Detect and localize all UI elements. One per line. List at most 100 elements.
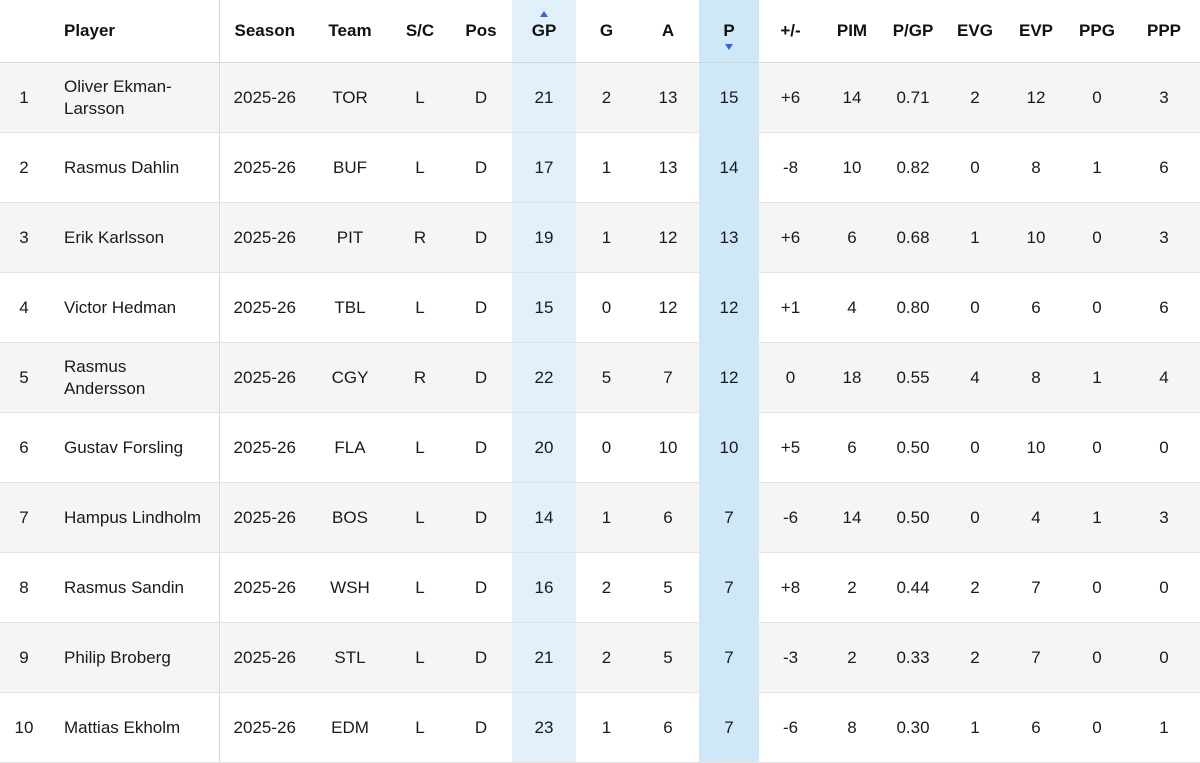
- header-player[interactable]: Player: [48, 0, 220, 63]
- cell-team: PIT: [310, 202, 390, 273]
- header-points-per-game[interactable]: P/GP: [882, 0, 944, 63]
- cell-evg: 2: [944, 622, 1006, 693]
- player-name-link[interactable]: Victor Hedman: [64, 297, 177, 317]
- player-name-link[interactable]: Mattias Ekholm: [64, 717, 181, 737]
- cell-player: Mattias Ekholm: [48, 692, 220, 763]
- cell-sc: L: [390, 412, 450, 483]
- header-penalty-minutes[interactable]: PIM: [822, 0, 882, 63]
- cell-p: 7: [699, 552, 759, 623]
- header-even-strength-points[interactable]: EVP: [1006, 0, 1066, 63]
- player-name-link[interactable]: Philip Broberg: [64, 647, 171, 667]
- cell-ppg: 0: [1066, 62, 1128, 133]
- cell-p: 13: [699, 202, 759, 273]
- cell-plus_minus: 0: [759, 342, 822, 413]
- cell-team: FLA: [310, 412, 390, 483]
- header-rank: [0, 0, 48, 63]
- cell-team: TOR: [310, 62, 390, 133]
- cell-rank: 4: [0, 272, 48, 343]
- cell-sc: L: [390, 692, 450, 763]
- cell-sc: L: [390, 552, 450, 623]
- header-power-play-goals[interactable]: PPG: [1066, 0, 1128, 63]
- table-row: 5 Rasmus Andersson 2025-26 CGY R D 22 5 7 12 0 18 0.…: [0, 342, 1200, 413]
- cell-p: 7: [699, 482, 759, 553]
- header-team[interactable]: Team: [310, 0, 390, 63]
- cell-season: 2025-26: [219, 272, 310, 343]
- cell-gp: 16: [512, 552, 576, 623]
- sort-asc-icon: [540, 11, 548, 17]
- header-shoots-catches[interactable]: S/C: [390, 0, 450, 63]
- cell-pim: 2: [822, 622, 882, 693]
- cell-pgp: 0.30: [882, 692, 944, 763]
- cell-pim: 10: [822, 132, 882, 203]
- header-p-label: P: [723, 21, 735, 40]
- cell-p: 7: [699, 692, 759, 763]
- cell-evp: 12: [1006, 62, 1066, 133]
- player-name-link[interactable]: Rasmus Andersson: [64, 357, 146, 398]
- cell-evg: 1: [944, 692, 1006, 763]
- table-body: 1 Oliver Ekman-Larsson 2025-26 TOR L D 21 2 13 15…: [0, 62, 1200, 763]
- cell-a: 12: [637, 272, 699, 343]
- cell-ppp: 0: [1128, 552, 1200, 623]
- cell-gp: 19: [512, 202, 576, 273]
- cell-player: Hampus Lindholm: [48, 482, 220, 553]
- sort-desc-icon: [725, 44, 733, 50]
- cell-player: Erik Karlsson: [48, 202, 220, 273]
- cell-ppp: 6: [1128, 272, 1200, 343]
- cell-player: Philip Broberg: [48, 622, 220, 693]
- cell-team: EDM: [310, 692, 390, 763]
- cell-pim: 4: [822, 272, 882, 343]
- player-name-link[interactable]: Hampus Lindholm: [64, 507, 202, 527]
- header-position[interactable]: Pos: [450, 0, 512, 63]
- cell-team: BUF: [310, 132, 390, 203]
- cell-rank: 10: [0, 692, 48, 763]
- player-name-link[interactable]: Erik Karlsson: [64, 227, 165, 247]
- player-name-link[interactable]: Rasmus Sandin: [64, 577, 185, 597]
- header-goals[interactable]: G: [576, 0, 637, 63]
- cell-ppg: 0: [1066, 622, 1128, 693]
- cell-pgp: 0.82: [882, 132, 944, 203]
- cell-ppp: 4: [1128, 342, 1200, 413]
- table-row: 4 Victor Hedman 2025-26 TBL L D 15 0 12 12 +1 4 0.80…: [0, 272, 1200, 343]
- cell-evp: 6: [1006, 272, 1066, 343]
- cell-ppg: 0: [1066, 412, 1128, 483]
- cell-season: 2025-26: [219, 412, 310, 483]
- cell-ppg: 1: [1066, 342, 1128, 413]
- cell-pim: 18: [822, 342, 882, 413]
- cell-sc: L: [390, 62, 450, 133]
- header-power-play-points[interactable]: PPP: [1128, 0, 1200, 63]
- cell-pos: D: [450, 342, 512, 413]
- cell-season: 2025-26: [219, 622, 310, 693]
- cell-ppp: 3: [1128, 62, 1200, 133]
- cell-pgp: 0.33: [882, 622, 944, 693]
- cell-pos: D: [450, 62, 512, 133]
- cell-pos: D: [450, 412, 512, 483]
- header-games-played[interactable]: GP: [512, 0, 576, 63]
- cell-player: Rasmus Dahlin: [48, 132, 220, 203]
- cell-season: 2025-26: [219, 202, 310, 273]
- cell-evp: 10: [1006, 202, 1066, 273]
- player-name-link[interactable]: Oliver Ekman-Larsson: [64, 77, 172, 118]
- cell-g: 1: [576, 482, 637, 553]
- cell-pgp: 0.80: [882, 272, 944, 343]
- header-season[interactable]: Season: [219, 0, 310, 63]
- header-even-strength-goals[interactable]: EVG: [944, 0, 1006, 63]
- cell-a: 13: [637, 62, 699, 133]
- cell-pim: 2: [822, 552, 882, 623]
- cell-team: STL: [310, 622, 390, 693]
- header-points[interactable]: P: [699, 0, 759, 63]
- cell-p: 10: [699, 412, 759, 483]
- cell-sc: L: [390, 132, 450, 203]
- cell-plus_minus: +6: [759, 62, 822, 133]
- player-name-link[interactable]: Gustav Forsling: [64, 437, 184, 457]
- header-plus-minus[interactable]: +/-: [759, 0, 822, 63]
- header-assists[interactable]: A: [637, 0, 699, 63]
- player-name-link[interactable]: Rasmus Dahlin: [64, 157, 180, 177]
- cell-pim: 6: [822, 412, 882, 483]
- cell-a: 6: [637, 692, 699, 763]
- cell-sc: L: [390, 272, 450, 343]
- cell-rank: 3: [0, 202, 48, 273]
- cell-plus_minus: -8: [759, 132, 822, 203]
- cell-rank: 1: [0, 62, 48, 133]
- cell-evg: 0: [944, 272, 1006, 343]
